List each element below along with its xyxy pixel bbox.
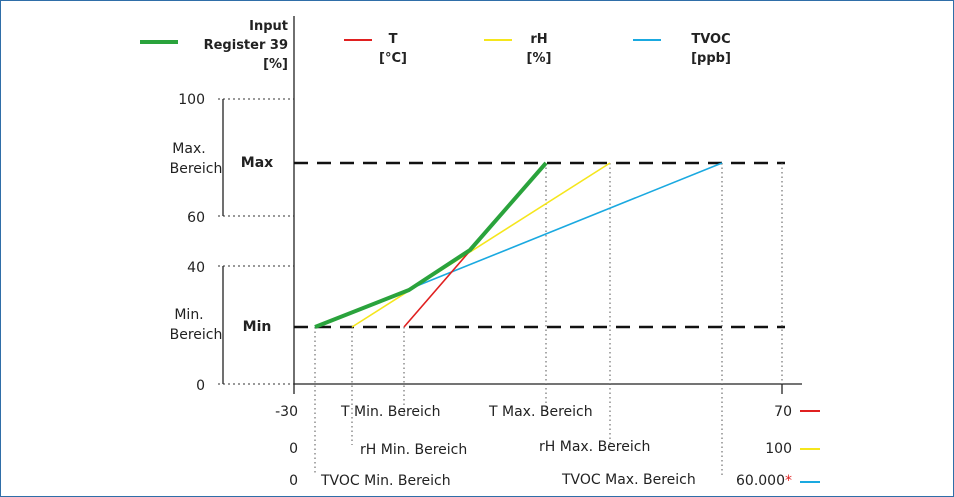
- y-tick-40: 40: [187, 260, 205, 276]
- rh-max-label: rH Max. Bereich: [539, 439, 650, 455]
- tvoc-range-end-value: 60.000: [736, 473, 785, 489]
- min-range-label-line2: Bereich: [170, 327, 223, 343]
- t-range-start: -30: [275, 404, 298, 420]
- min-label: Min: [243, 319, 272, 335]
- legend-rh-line2: [%]: [527, 51, 552, 66]
- tvoc-range-end-asterisk: *: [785, 473, 792, 489]
- tvoc-min-label: TVOC Min. Bereich: [320, 473, 451, 489]
- legend-t-line2: [°C]: [379, 51, 407, 66]
- tvoc-max-label: TVOC Max. Bereich: [561, 472, 696, 488]
- rh-min-label: rH Min. Bereich: [360, 442, 467, 458]
- legend-tvoc-line1: TVOC: [691, 32, 730, 47]
- t-min-label: T Min. Bereich: [340, 404, 440, 420]
- legend-t-line1: T: [389, 32, 398, 47]
- min-range-label-line1: Min.: [174, 307, 203, 323]
- y-tick-60: 60: [187, 210, 205, 226]
- rh-range-start: 0: [289, 441, 298, 457]
- rh-range-end: 100: [765, 441, 792, 457]
- legend-input-line1: Input: [249, 19, 288, 34]
- y-tick-0: 0: [196, 378, 205, 394]
- legend-tvoc-line2: [ppb]: [691, 51, 731, 66]
- max-range-label-line1: Max.: [172, 141, 205, 157]
- tvoc-range-start: 0: [289, 473, 298, 489]
- max-range-label-line2: Bereich: [170, 161, 223, 177]
- legend: Input Register 39 [%] T [°C] rH [%] TVOC…: [140, 19, 731, 72]
- t-range-end: 70: [774, 404, 792, 420]
- rh-mapping-line: [351, 162, 611, 328]
- t-max-label: T Max. Bereich: [488, 404, 593, 420]
- legend-rh-line1: rH: [530, 32, 547, 47]
- legend-input-line2: Register 39: [204, 38, 288, 53]
- tvoc-range-end: 60.000*: [736, 473, 792, 489]
- legend-input-line3: [%]: [263, 57, 288, 72]
- max-label: Max: [241, 155, 273, 171]
- input-register-line: [314, 161, 548, 329]
- y-tick-100: 100: [178, 92, 205, 108]
